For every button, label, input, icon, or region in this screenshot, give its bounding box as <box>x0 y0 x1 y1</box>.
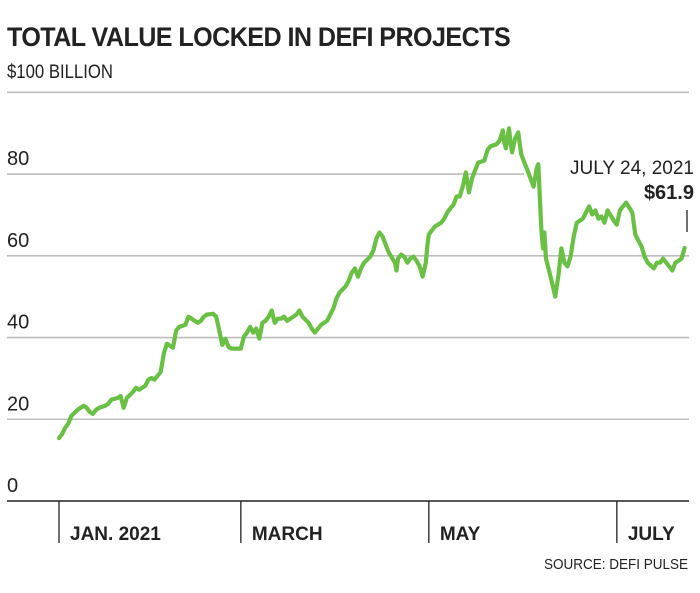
series-line <box>56 126 687 441</box>
gridlines <box>7 91 689 421</box>
x-tick-label: MAY <box>440 524 481 545</box>
y-tick-label: 80 <box>7 148 29 170</box>
end-annotation: JULY 24, 2021 $61.9 <box>570 158 694 232</box>
y-tick-label: 40 <box>7 312 29 334</box>
x-axis: JAN. 2021 MARCH MAY JULY <box>7 500 689 545</box>
chart-title: TOTAL VALUE LOCKED IN DEFI PROJECTS <box>7 22 511 52</box>
y-tick-label: 60 <box>7 230 29 252</box>
y-unit-label: $100 BILLION <box>7 62 113 83</box>
annotation-date: JULY 24, 2021 <box>570 158 694 179</box>
x-tick-label: JAN. 2021 <box>70 524 161 545</box>
series-line-path <box>56 126 687 441</box>
source-note: SOURCE: DEFI PULSE <box>543 556 688 573</box>
annotation-value: $61.9 <box>644 182 694 204</box>
y-tick-label: 20 <box>7 393 29 415</box>
y-tick-label: 0 <box>7 475 18 497</box>
x-tick-label: JULY <box>628 524 675 545</box>
x-tick-label: MARCH <box>252 524 323 545</box>
y-axis-labels: 0 20 40 60 80 <box>7 148 29 497</box>
